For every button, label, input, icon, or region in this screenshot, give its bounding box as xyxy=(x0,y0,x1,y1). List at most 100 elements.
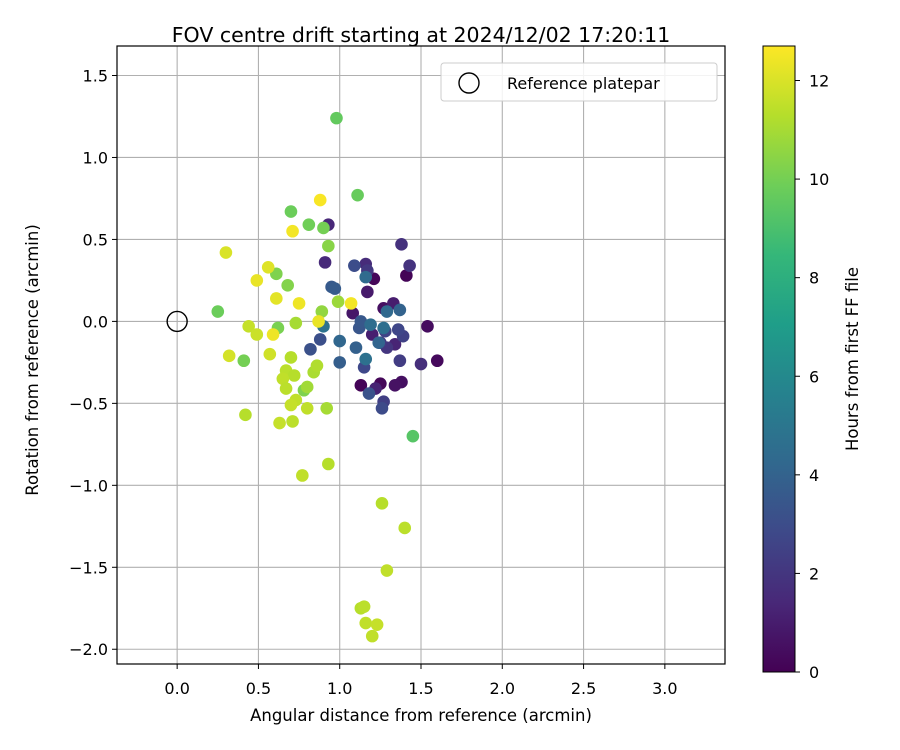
colorbar-tick-label: 6 xyxy=(809,367,819,386)
data-point xyxy=(266,328,280,341)
data-point xyxy=(312,315,325,328)
data-point xyxy=(250,328,264,341)
y-tick-label: 1.0 xyxy=(83,148,108,167)
colorbar-gradient xyxy=(762,45,796,673)
data-point xyxy=(322,457,335,471)
data-point xyxy=(370,618,384,631)
x-tick-label: 3.0 xyxy=(652,679,677,698)
data-point xyxy=(395,238,408,251)
data-point xyxy=(304,342,317,356)
data-point xyxy=(300,401,314,415)
data-point xyxy=(222,349,236,363)
data-point xyxy=(365,629,379,643)
data-point xyxy=(377,321,390,335)
colorbar-tick-label: 10 xyxy=(809,170,829,189)
data-point xyxy=(242,320,255,333)
data-point xyxy=(388,379,402,392)
x-tick-label: 1.5 xyxy=(408,679,433,698)
data-point xyxy=(263,347,277,361)
colorbar-label: Hours from first FF file xyxy=(843,267,862,451)
chart-title: FOV centre drift starting at 2024/12/02 … xyxy=(172,23,671,47)
y-tick-label: −1.0 xyxy=(69,476,108,495)
y-axis-ticks: −2.0 −1.5 −1.0 −0.5 0.0 0.5 1.0 1.5 xyxy=(69,67,117,659)
colorbar-tick-label: 4 xyxy=(809,466,819,485)
data-points xyxy=(166,111,444,643)
data-point xyxy=(375,497,389,510)
data-point xyxy=(331,295,345,309)
data-point xyxy=(330,111,343,125)
data-point xyxy=(211,305,225,318)
data-point xyxy=(393,354,407,368)
data-point xyxy=(346,306,360,320)
y-tick-label: −2.0 xyxy=(69,640,108,659)
y-axis-label: Rotation from reference (arcmin) xyxy=(23,224,42,496)
y-tick-label: 1.5 xyxy=(83,67,108,86)
x-tick-label: 0.0 xyxy=(164,679,189,698)
data-point xyxy=(364,318,377,331)
data-point xyxy=(351,188,364,202)
data-point xyxy=(380,305,394,318)
data-point xyxy=(261,260,275,274)
colorbar-tick-label: 12 xyxy=(809,72,829,91)
data-point xyxy=(344,297,358,310)
data-point xyxy=(237,354,251,368)
x-tick-label: 2.5 xyxy=(571,679,596,698)
legend-reference-marker xyxy=(458,72,480,94)
data-point xyxy=(320,401,334,415)
data-point xyxy=(289,316,303,330)
data-point xyxy=(430,354,444,368)
data-point xyxy=(313,193,327,207)
grid xyxy=(117,46,725,664)
data-point xyxy=(302,218,316,231)
data-point xyxy=(286,224,299,238)
data-point xyxy=(333,356,347,369)
data-point xyxy=(250,274,264,287)
data-point xyxy=(372,336,386,350)
legend-entry-reference-platepar: Reference platepar xyxy=(507,74,660,93)
data-point xyxy=(359,352,373,366)
data-point xyxy=(359,616,373,630)
colorbar-tick-label: 2 xyxy=(809,564,819,583)
data-point xyxy=(287,369,301,382)
data-point xyxy=(354,315,368,328)
data-point xyxy=(273,416,286,430)
data-point xyxy=(284,205,298,218)
legend-box xyxy=(440,62,718,102)
data-point xyxy=(239,408,252,422)
data-point xyxy=(406,429,420,443)
data-point xyxy=(359,270,373,284)
data-point xyxy=(300,380,314,394)
y-tick-label: 0.0 xyxy=(83,312,108,331)
colorbar-ticks: 0 2 4 6 8 10 12 xyxy=(795,72,829,682)
data-point xyxy=(292,297,306,310)
data-point xyxy=(310,359,324,372)
data-point xyxy=(219,246,233,259)
colorbar-tick-label: 8 xyxy=(809,269,819,288)
x-axis-label: Angular distance from reference (arcmin) xyxy=(250,706,592,725)
data-point xyxy=(317,221,330,235)
x-axis-ticks: 0.0 0.5 1.0 1.5 2.0 2.5 3.0 xyxy=(164,664,678,698)
data-point xyxy=(333,334,347,348)
data-point xyxy=(276,372,290,386)
data-point xyxy=(279,382,293,395)
data-point xyxy=(393,303,407,317)
data-point xyxy=(414,357,428,371)
data-point xyxy=(375,401,389,415)
data-point xyxy=(313,333,327,346)
data-point xyxy=(380,564,394,577)
x-tick-label: 1.0 xyxy=(327,679,352,698)
data-point xyxy=(349,341,363,354)
data-point xyxy=(281,279,294,292)
data-point xyxy=(318,256,332,269)
data-point xyxy=(403,259,416,272)
data-point xyxy=(361,285,374,299)
y-tick-label: −1.5 xyxy=(69,558,108,577)
x-tick-label: 0.5 xyxy=(246,679,271,698)
data-point xyxy=(328,282,342,295)
data-point xyxy=(391,323,405,336)
data-point xyxy=(348,259,361,272)
data-point xyxy=(362,387,376,400)
data-point xyxy=(270,292,283,305)
colorbar-tick-label: 0 xyxy=(809,663,819,682)
